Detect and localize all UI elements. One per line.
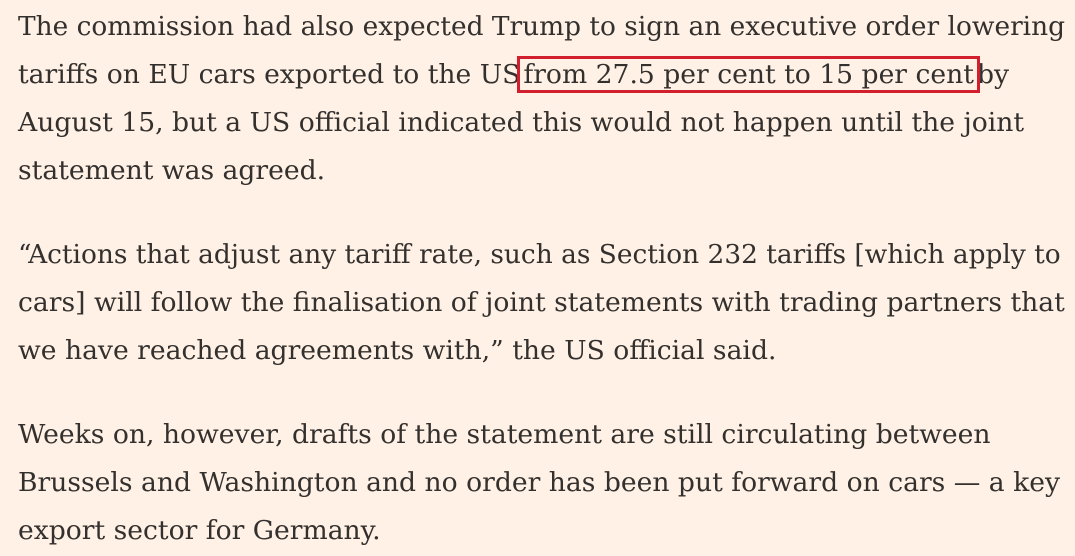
- line-text: we have reached agreements with,” the US…: [18, 335, 777, 366]
- line-text: export sector for Germany.: [18, 515, 381, 546]
- line-text: cars] will follow the finalisation of jo…: [18, 287, 1065, 318]
- line-text: Brussels and Washington and no order has…: [18, 467, 1060, 498]
- line-text: Weeks on, however, drafts of the stateme…: [18, 419, 991, 450]
- line-text: August 15, but a US official indicated t…: [18, 107, 1025, 138]
- line-text: statement was agreed.: [18, 155, 326, 186]
- paragraph-line: The commission had also expected Trump t…: [18, 3, 1065, 51]
- line-text: The commission had also expected Trump t…: [18, 11, 1066, 42]
- highlighted-phrase: from 27.5 per cent to 15 per cent: [517, 56, 980, 93]
- paragraph-line: “Actions that adjust any tariff rate, su…: [18, 231, 1061, 279]
- paragraph-line: Weeks on, however, drafts of the stateme…: [18, 411, 991, 459]
- paragraph-line: Brussels and Washington and no order has…: [18, 459, 1060, 507]
- paragraph-line: statement was agreed.: [18, 147, 325, 195]
- line-text: by: [976, 59, 1009, 90]
- paragraph-line: August 15, but a US official indicated t…: [18, 99, 1024, 147]
- paragraph-line: tariffs on EU cars exported to the US fro…: [18, 51, 1009, 99]
- line-text: “Actions that adjust any tariff rate, su…: [18, 239, 1061, 270]
- paragraph-line: we have reached agreements with,” the US…: [18, 327, 776, 375]
- line-text: tariffs on EU cars exported to the US: [18, 59, 521, 90]
- paragraph-line: cars] will follow the finalisation of jo…: [18, 279, 1065, 327]
- paragraph-line: export sector for Germany.: [18, 507, 381, 555]
